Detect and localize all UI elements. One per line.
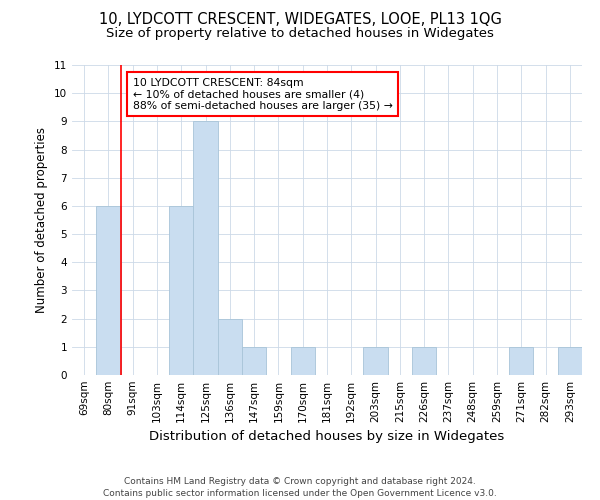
Text: Contains HM Land Registry data © Crown copyright and database right 2024.
Contai: Contains HM Land Registry data © Crown c… (103, 476, 497, 498)
Text: Size of property relative to detached houses in Widegates: Size of property relative to detached ho… (106, 28, 494, 40)
Bar (364, 347, 388, 375)
Text: 10 LYDCOTT CRESCENT: 84sqm
← 10% of detached houses are smaller (4)
88% of semi-: 10 LYDCOTT CRESCENT: 84sqm ← 10% of deta… (133, 78, 392, 111)
Bar (96, 206, 121, 375)
Bar (290, 347, 315, 375)
X-axis label: Distribution of detached houses by size in Widegates: Distribution of detached houses by size … (149, 430, 505, 444)
Bar (509, 347, 533, 375)
Bar (169, 206, 193, 375)
Bar (412, 347, 436, 375)
Bar (218, 318, 242, 375)
Bar (193, 122, 218, 375)
Y-axis label: Number of detached properties: Number of detached properties (35, 127, 49, 313)
Text: 10, LYDCOTT CRESCENT, WIDEGATES, LOOE, PL13 1QG: 10, LYDCOTT CRESCENT, WIDEGATES, LOOE, P… (98, 12, 502, 28)
Bar (242, 347, 266, 375)
Bar (558, 347, 582, 375)
